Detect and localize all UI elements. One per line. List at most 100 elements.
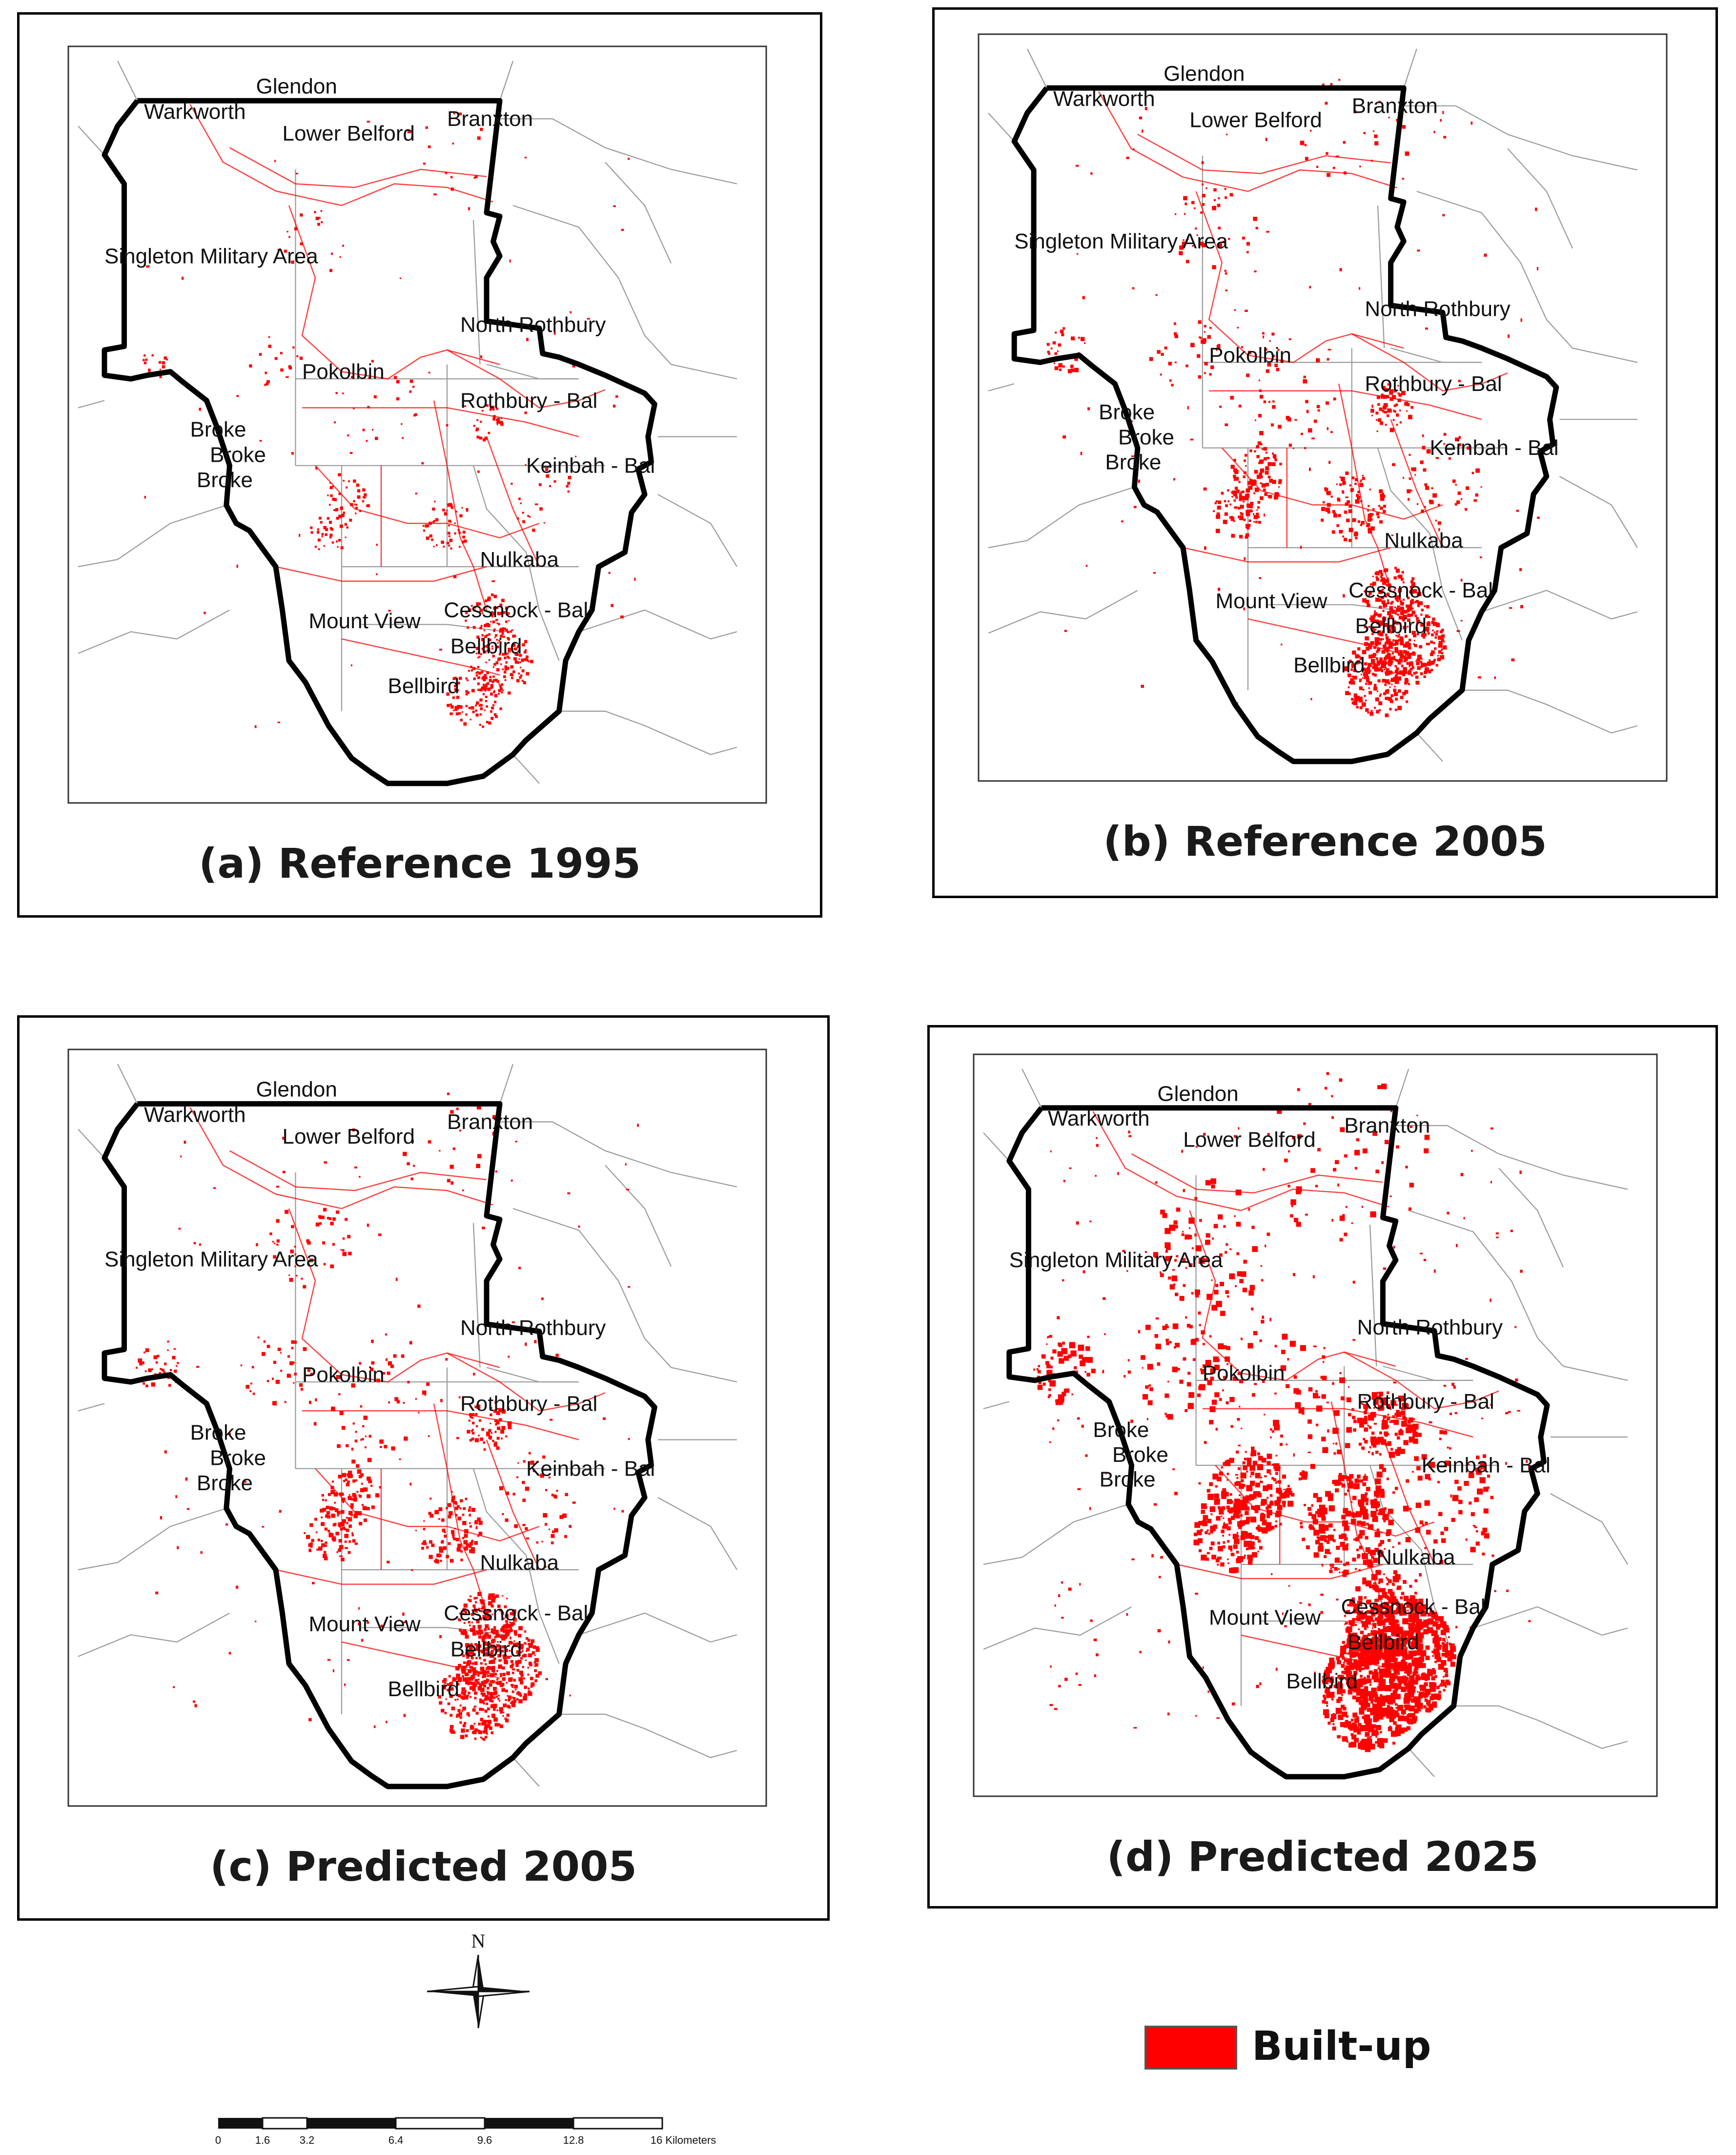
admin-boundary-line	[657, 494, 737, 567]
admin-boundary-line	[1369, 1224, 1377, 1367]
place-label-bellbird: Bellbird	[388, 1677, 460, 1701]
place-label-lower-belford: Lower Belford	[1189, 108, 1322, 132]
place-label-pokolbin: Pokolbin	[302, 360, 385, 384]
admin-boundary-line	[1021, 1068, 1042, 1108]
admin-boundary-line	[486, 1367, 579, 1383]
place-label-warkworth: Warkworth	[144, 1103, 246, 1127]
place-label-rothbury-bal: Rothbury - Bal	[460, 1392, 597, 1416]
admin-boundary-line	[983, 1606, 1132, 1650]
admin-boundary-line	[1507, 148, 1573, 249]
place-label-cessnock-bal: Cessnock - Bal	[444, 1601, 588, 1625]
admin-boundary-line	[499, 1064, 514, 1104]
built-up-patches	[136, 1092, 639, 1741]
road-built-up	[189, 104, 493, 206]
admin-boundary-line	[512, 754, 540, 784]
road-built-up	[1390, 419, 1444, 548]
place-label-mount-view: Mount View	[1216, 589, 1328, 613]
place-label-mount-view: Mount View	[1209, 1605, 1321, 1629]
place-label-singleton: Singleton Military Area	[1009, 1248, 1223, 1272]
place-label-cessnock-bal: Cessnock - Bal	[444, 598, 588, 622]
panel-title-c: (c) Predicted 2005	[210, 1843, 637, 1890]
map-panel-a: Glendon Warkworth Lower Belford Branxton Sin…	[17, 12, 822, 918]
admin-boundary-line	[1026, 48, 1047, 88]
scale-tick: 6.4	[388, 2134, 404, 2146]
place-label-glendon: Glendon	[256, 1078, 337, 1102]
admin-boundary-line	[1416, 732, 1443, 762]
admin-boundary-line	[988, 112, 1015, 142]
place-label-mount-view: Mount View	[309, 609, 421, 633]
legend-swatch-built-up	[1144, 2026, 1237, 2070]
place-label-singleton: Singleton Military Area	[104, 1247, 318, 1271]
place-label-bellbird: Bellbird	[1286, 1669, 1358, 1693]
place-label-broke: Broke	[1093, 1418, 1149, 1442]
place-label-bellbird: Bellbird	[450, 635, 522, 658]
place-label-broke: Broke	[197, 1471, 253, 1495]
map-c: Glendon Warkworth Lower Belford Branxton Sin…	[67, 1048, 767, 1807]
legend-label-built-up: Built-up	[1252, 2023, 1431, 2070]
road-built-up	[1176, 1563, 1383, 1580]
place-label-glendon: Glendon	[256, 75, 337, 99]
lga-boundary	[1006, 1105, 1550, 1780]
place-label-north-rothbury: North Rothbury	[1365, 297, 1510, 321]
admin-boundary-line	[1408, 1210, 1628, 1381]
admin-boundary-line	[78, 1508, 227, 1571]
admin-boundary-line	[472, 220, 481, 365]
road-built-up	[1202, 1408, 1473, 1438]
place-label-nulkaba: Nulkaba	[480, 1551, 559, 1575]
place-label-warkworth: Warkworth	[144, 100, 246, 123]
road-built-up	[275, 566, 487, 582]
admin-boundary-line	[988, 383, 1015, 391]
place-label-branxton: Branxton	[447, 107, 533, 131]
admin-boundary-line	[1403, 48, 1417, 88]
place-label-broke: Broke	[1105, 450, 1161, 474]
built-up-patches	[1033, 1072, 1531, 1752]
road-built-up	[315, 1468, 540, 1542]
place-label-broke: Broke	[1099, 400, 1155, 424]
north-arrow-label: N	[471, 1930, 486, 1952]
place-label-branxton: Branxton	[1352, 94, 1438, 118]
place-label-branxton: Branxton	[447, 1110, 533, 1134]
place-label-lower-belford: Lower Belford	[283, 1125, 415, 1149]
road-built-up	[315, 465, 540, 539]
place-label-broke: Broke	[1118, 425, 1174, 449]
place-label-pokolbin: Pokolbin	[1209, 343, 1291, 367]
place-label-pokolbin: Pokolbin	[302, 1363, 385, 1387]
admin-boundary-line	[78, 400, 105, 409]
admin-boundary-line	[1453, 1705, 1628, 1749]
admin-boundary-line	[983, 1132, 1010, 1162]
place-label-rothbury-bal: Rothbury - Bal	[460, 389, 597, 412]
north-arrow: N	[420, 1928, 537, 2040]
map-a: Glendon Warkworth Lower Belford Branxton Sin…	[67, 45, 767, 804]
admin-boundary-line	[988, 486, 1135, 549]
place-label-bellbird: Bellbird	[388, 674, 460, 698]
place-label-bellbird: Bellbird	[450, 1638, 522, 1662]
place-label-north-rothbury: North Rothbury	[1357, 1315, 1503, 1339]
admin-boundary-line	[1498, 1168, 1564, 1268]
admin-boundary-line	[605, 162, 672, 264]
admin-boundary-line	[78, 609, 230, 654]
admin-boundary-line	[486, 364, 579, 380]
admin-boundary-line	[78, 125, 105, 156]
map-b: Glendon Warkworth Lower Belford Branxton Sin…	[978, 33, 1668, 782]
admin-boundary-line	[605, 1165, 672, 1267]
place-label-glendon: Glendon	[1157, 1082, 1238, 1106]
road-built-up	[189, 1107, 493, 1210]
scale-tick: 16 Kilometers	[650, 2134, 716, 2146]
admin-boundary-line	[361, 624, 507, 633]
road-built-up	[1131, 1153, 1383, 1194]
admin-boundary-line	[472, 1468, 560, 1664]
road-built-up	[341, 1641, 500, 1679]
place-label-rothbury-bal: Rothbury - Bal	[1357, 1390, 1494, 1414]
place-label-bellbird: Bellbird	[1293, 654, 1365, 677]
place-label-singleton: Singleton Military Area	[104, 244, 318, 268]
admin-boundary-line	[499, 61, 514, 101]
place-label-broke: Broke	[1112, 1443, 1168, 1467]
road-built-up	[288, 205, 500, 380]
place-label-north-rothbury: North Rothbury	[460, 1316, 606, 1340]
built-up-patches	[1046, 79, 1540, 718]
admin-boundary-line	[1416, 190, 1638, 363]
road-built-up	[486, 436, 540, 567]
scale-tick: 12.8	[563, 2134, 584, 2146]
place-label-branxton: Branxton	[1344, 1114, 1430, 1138]
road-built-up	[302, 1410, 579, 1440]
